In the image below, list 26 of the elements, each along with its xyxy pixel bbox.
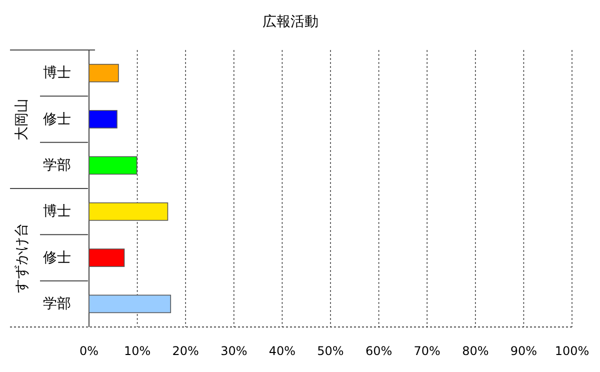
x-tick-label: 80%	[462, 344, 489, 358]
bar	[88, 294, 172, 314]
bar	[88, 110, 118, 128]
x-tick-label: 50%	[317, 344, 344, 358]
x-tick-label: 40%	[268, 344, 296, 358]
y-tick-label: 学部	[43, 296, 71, 312]
x-tick-label: 90%	[510, 344, 538, 358]
x-tick-label: 70%	[414, 344, 440, 358]
y-tick-label: 博士	[43, 204, 71, 220]
text: 大岡山	[14, 98, 30, 140]
y-tick-label: 修士	[43, 250, 71, 266]
chart-title: 広報活動	[262, 14, 318, 30]
y-tick-label: 学部	[43, 157, 71, 174]
x-tick-label: 60%	[365, 344, 392, 358]
y-tick-label: 修士	[43, 111, 71, 128]
text: すずかけ台	[14, 222, 30, 293]
bar	[88, 248, 125, 267]
bar	[88, 202, 168, 221]
x-tick-label: 0%	[79, 344, 99, 358]
bar	[88, 156, 138, 175]
x-tick-label: 100%	[554, 344, 590, 358]
bar	[88, 64, 119, 82]
x-tick-label: 10%	[124, 344, 151, 358]
x-tick-label: 20%	[172, 344, 199, 358]
y-tick-label: 博士	[43, 65, 71, 82]
x-tick-label: 30%	[220, 344, 248, 358]
